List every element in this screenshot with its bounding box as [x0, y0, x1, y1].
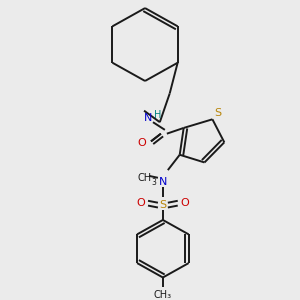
Text: CH₃: CH₃: [154, 290, 172, 300]
Text: CH: CH: [138, 173, 152, 183]
Text: N: N: [159, 177, 167, 187]
Text: 3: 3: [152, 178, 156, 187]
Text: O: O: [180, 198, 189, 208]
Text: S: S: [214, 108, 221, 118]
Text: O: O: [138, 138, 146, 148]
Text: H: H: [154, 110, 162, 121]
Text: S: S: [159, 200, 167, 210]
Text: O: O: [137, 198, 146, 208]
Text: N: N: [144, 113, 152, 123]
